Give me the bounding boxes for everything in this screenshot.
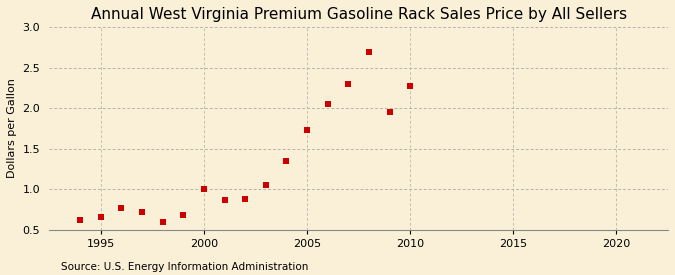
Point bbox=[116, 206, 127, 210]
Point bbox=[240, 197, 250, 201]
Text: Source: U.S. Energy Information Administration: Source: U.S. Energy Information Administ… bbox=[61, 262, 308, 272]
Point bbox=[302, 128, 313, 132]
Point bbox=[137, 210, 148, 214]
Point bbox=[364, 50, 375, 54]
Point bbox=[405, 83, 416, 88]
Point bbox=[323, 102, 333, 106]
Point bbox=[261, 183, 271, 188]
Point bbox=[219, 198, 230, 202]
Point bbox=[95, 214, 106, 219]
Y-axis label: Dollars per Gallon: Dollars per Gallon bbox=[7, 79, 17, 178]
Title: Annual West Virginia Premium Gasoline Rack Sales Price by All Sellers: Annual West Virginia Premium Gasoline Ra… bbox=[90, 7, 626, 22]
Point bbox=[75, 218, 86, 222]
Point bbox=[157, 219, 168, 224]
Point bbox=[178, 213, 189, 218]
Point bbox=[281, 159, 292, 163]
Point bbox=[343, 82, 354, 86]
Point bbox=[198, 187, 209, 191]
Point bbox=[384, 110, 395, 114]
